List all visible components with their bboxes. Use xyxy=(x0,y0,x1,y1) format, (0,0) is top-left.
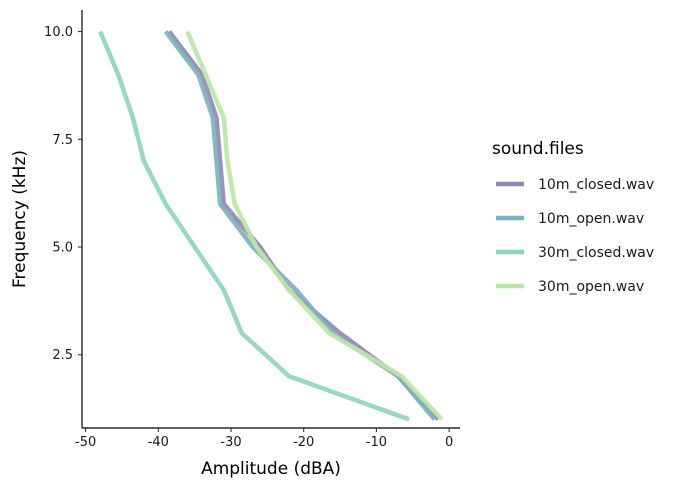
plot-lines xyxy=(98,30,444,422)
legend-label: 10m_open.wav xyxy=(538,211,644,227)
legend-label: 30m_closed.wav xyxy=(538,245,654,261)
y-tick-label: 7.5 xyxy=(52,133,73,148)
y-axis-title: Frequency (kHz) xyxy=(10,150,30,288)
x-tick-label: -50 xyxy=(75,435,96,450)
legend: sound.files 10m_closed.wav 10m_open.wav 30… xyxy=(492,139,654,295)
x-tick-label: -20 xyxy=(293,435,314,450)
legend-label: 10m_closed.wav xyxy=(538,177,654,193)
y-tick-label: 2.5 xyxy=(52,348,73,363)
x-tick-label: 0 xyxy=(445,435,453,450)
y-ticks: 2.5 5.0 7.5 10.0 xyxy=(44,25,82,363)
legend-items: 10m_closed.wav 10m_open.wav 30m_closed.wav… xyxy=(496,177,654,295)
y-tick-label: 10.0 xyxy=(44,25,73,40)
x-tick-label: -30 xyxy=(220,435,241,450)
x-axis-title: Amplitude (dBA) xyxy=(201,459,341,479)
legend-title: sound.files xyxy=(492,139,584,159)
y-tick-label: 5.0 xyxy=(52,241,73,256)
series-line xyxy=(98,30,410,422)
x-ticks: -50 -40 -30 -20 -10 0 xyxy=(75,428,453,450)
x-tick-label: -10 xyxy=(366,435,387,450)
legend-label: 30m_open.wav xyxy=(538,279,644,295)
series-line xyxy=(185,30,444,421)
x-tick-label: -40 xyxy=(148,435,169,450)
